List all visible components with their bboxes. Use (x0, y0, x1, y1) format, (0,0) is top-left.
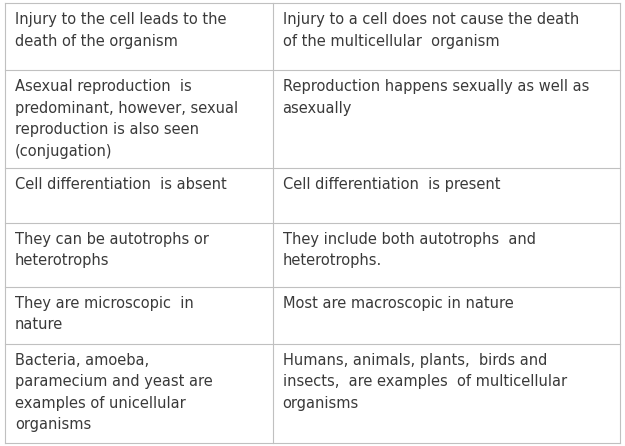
Text: Cell differentiation  is present: Cell differentiation is present (282, 178, 500, 192)
Text: Humans, animals, plants,  birds and
insects,  are examples  of multicellular
org: Humans, animals, plants, birds and insec… (282, 353, 567, 411)
Text: Bacteria, amoeba,
paramecium and yeast are
examples of unicellular
organisms: Bacteria, amoeba, paramecium and yeast a… (15, 353, 212, 433)
Text: Injury to the cell leads to the
death of the organism: Injury to the cell leads to the death of… (15, 12, 226, 49)
Text: They include both autotrophs  and
heterotrophs.: They include both autotrophs and heterot… (282, 231, 536, 268)
Text: They are microscopic  in
nature: They are microscopic in nature (15, 296, 194, 332)
Text: Most are macroscopic in nature: Most are macroscopic in nature (282, 296, 513, 310)
Text: Injury to a cell does not cause the death
of the multicellular  organism: Injury to a cell does not cause the deat… (282, 12, 579, 49)
Text: Asexual reproduction  is
predominant, however, sexual
reproduction is also seen
: Asexual reproduction is predominant, how… (15, 79, 238, 159)
Text: Reproduction happens sexually as well as
asexually: Reproduction happens sexually as well as… (282, 79, 589, 116)
Text: They can be autotrophs or
heterotrophs: They can be autotrophs or heterotrophs (15, 231, 209, 268)
Text: Cell differentiation  is absent: Cell differentiation is absent (15, 178, 227, 192)
